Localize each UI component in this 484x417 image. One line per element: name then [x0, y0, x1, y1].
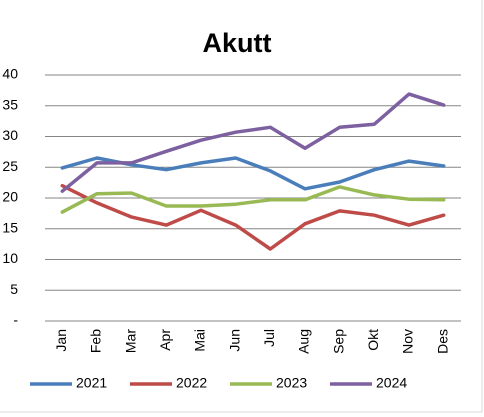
- y-tick-label: 25: [2, 158, 18, 174]
- y-tick-label: 15: [2, 219, 18, 235]
- y-tick-label: 30: [2, 127, 18, 143]
- x-tick-label: Okt: [365, 329, 381, 351]
- series-line: [60, 185, 446, 214]
- x-tick-label: Jun: [226, 329, 242, 352]
- y-tick-label: 40: [2, 66, 18, 82]
- legend-label: 2023: [276, 375, 307, 391]
- x-tick-label: Jul: [261, 329, 277, 347]
- x-tick-label: Aug: [296, 329, 312, 354]
- x-tick-label: Jan: [53, 329, 69, 352]
- x-tick-label: Feb: [88, 329, 104, 353]
- y-tick-label: -: [13, 312, 18, 328]
- x-tick-label: Des: [434, 329, 450, 354]
- x-tick-label: Sep: [330, 329, 346, 354]
- series-line: [60, 183, 446, 251]
- series-line: [60, 92, 446, 193]
- legend-label: 2022: [176, 375, 207, 391]
- y-tick-label: 10: [2, 250, 18, 266]
- y-tick-label: 35: [2, 96, 18, 112]
- x-tick-label: Apr: [157, 329, 173, 351]
- chart-title: Akutt: [203, 28, 272, 58]
- legend-label: 2021: [76, 375, 107, 391]
- y-tick-label: 20: [2, 189, 18, 205]
- x-tick-label: Nov: [400, 329, 416, 354]
- y-tick-label: 5: [10, 281, 18, 297]
- x-tick-label: Mai: [192, 329, 208, 352]
- legend-label: 2024: [376, 375, 407, 391]
- x-tick-label: Mar: [122, 329, 138, 353]
